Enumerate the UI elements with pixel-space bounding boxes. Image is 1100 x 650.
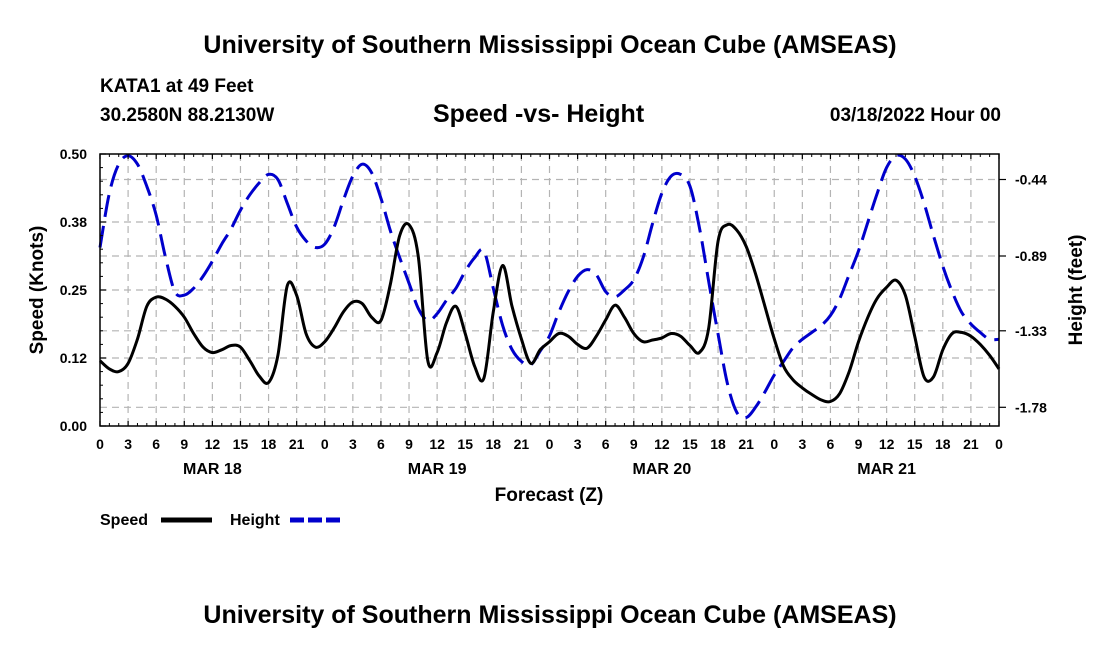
y2-tick-label: -1.33: [1015, 323, 1047, 339]
x-tick-label: 3: [124, 436, 132, 452]
x-tick-label: 12: [654, 436, 670, 452]
x-tick-label: 12: [879, 436, 895, 452]
x-day-label: MAR 20: [633, 461, 692, 478]
x-tick-label: 21: [738, 436, 754, 452]
legend: Speed Height: [100, 512, 343, 529]
x-tick-label: 18: [935, 436, 951, 452]
x-axis-label: Forecast (Z): [495, 485, 604, 506]
chart-main-title: University of Southern Mississippi Ocean…: [203, 31, 897, 59]
station-name: KATA1 at 49 Feet: [100, 76, 254, 97]
series-layer: [98, 153, 1001, 420]
x-tick-label: 0: [546, 436, 554, 452]
y-tick-label: 0.50: [60, 146, 87, 162]
chart-subtitle: Speed -vs- Height: [433, 100, 645, 128]
x-tick-label: 0: [995, 436, 1003, 452]
footer-title: University of Southern Mississippi Ocean…: [203, 601, 897, 629]
x-tick-label: 9: [180, 436, 188, 452]
x-tick-label: 0: [321, 436, 329, 452]
x-tick-label: 6: [152, 436, 160, 452]
y-tick-label: 0.12: [60, 350, 87, 366]
x-tick-label: 15: [682, 436, 698, 452]
x-day-label: MAR 18: [183, 461, 242, 478]
forecast-datetime: 03/18/2022 Hour 00: [829, 105, 1001, 126]
x-tick-label: 6: [377, 436, 385, 452]
x-tick-label: 0: [770, 436, 778, 452]
x-tick-label: 18: [486, 436, 502, 452]
height-series-line: [98, 153, 1000, 420]
x-tick-label: 3: [798, 436, 806, 452]
x-tick-label: 21: [514, 436, 530, 452]
x-tick-label: 3: [349, 436, 357, 452]
x-tick-label: 6: [602, 436, 610, 452]
axis-layer: 0 3 6 9 12 15 18 21 0 3 6 9 12 15 18 21 0 3 6 9 12 15 18 21 0 3 6 9…: [60, 146, 1047, 478]
x-day-label: MAR 21: [857, 461, 916, 478]
x-tick-label: 15: [457, 436, 473, 452]
x-tick-label: 12: [429, 436, 445, 452]
y-tick-label: 0.38: [60, 214, 87, 230]
station-coordinates: 30.2580N 88.2130W: [100, 105, 275, 126]
x-tick-label: 18: [710, 436, 726, 452]
x-tick-label: 3: [574, 436, 582, 452]
x-tick-label: 12: [205, 436, 221, 452]
y-axis-label: Speed (Knots): [27, 226, 48, 355]
x-day-label: MAR 19: [408, 461, 467, 478]
x-tick-label: 21: [289, 436, 305, 452]
y2-tick-label: -1.78: [1015, 399, 1047, 415]
x-tick-label: 0: [96, 436, 104, 452]
speed-series-line: [98, 222, 1001, 404]
y2-tick-label: -0.44: [1015, 172, 1047, 188]
x-tick-label: 15: [907, 436, 923, 452]
x-tick-label: 9: [405, 436, 413, 452]
y2-tick-label: -0.89: [1015, 248, 1047, 264]
y2-axis-label: Height (feet): [1066, 235, 1087, 346]
x-tick-label: 21: [963, 436, 979, 452]
x-tick-label: 18: [261, 436, 277, 452]
grid-layer: [100, 154, 999, 426]
legend-height-label: Height: [230, 512, 280, 529]
x-tick-label: 15: [233, 436, 249, 452]
x-tick-label: 9: [630, 436, 638, 452]
x-tick-label: 6: [827, 436, 835, 452]
y-tick-label: 0.25: [60, 282, 87, 298]
legend-speed-label: Speed: [100, 512, 148, 529]
y-tick-label: 0.00: [60, 418, 87, 434]
x-tick-label: 9: [855, 436, 863, 452]
